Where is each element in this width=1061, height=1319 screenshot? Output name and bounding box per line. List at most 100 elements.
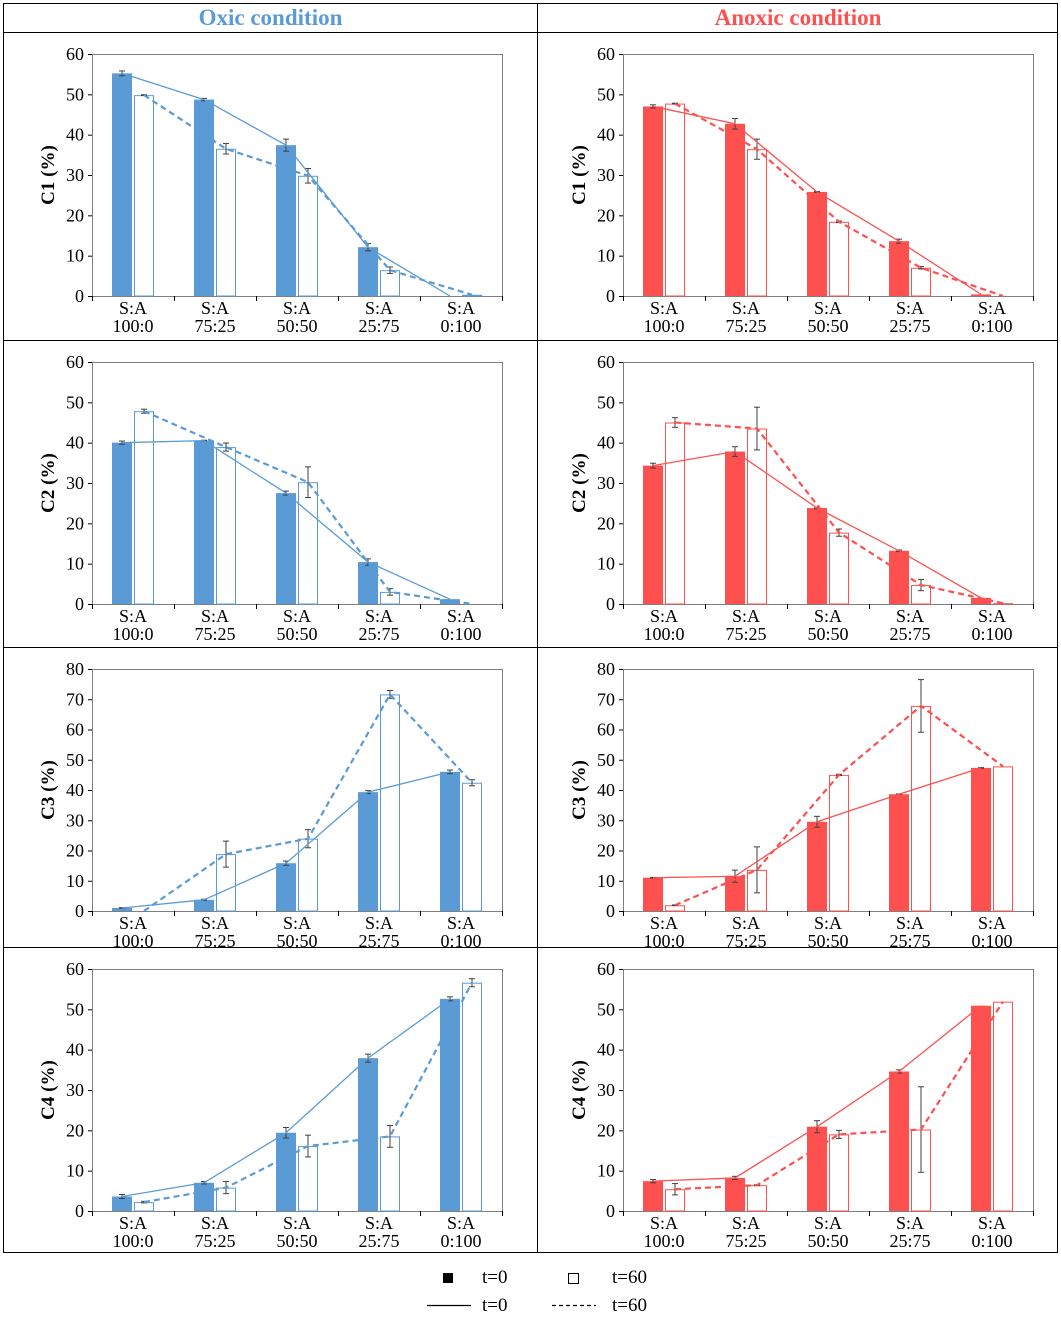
y-tick-label: 60 — [66, 352, 84, 372]
bar-t0 — [112, 73, 132, 296]
bar-t60 — [993, 1001, 1013, 1212]
x-tick-label: S:A 25:75 — [889, 298, 930, 336]
y-tick-label: 40 — [66, 125, 84, 145]
x-tick-label: S:A 0:100 — [971, 913, 1012, 947]
x-tick-label: S:A 0:100 — [440, 606, 481, 644]
y-tick-label: 50 — [597, 392, 615, 412]
plot-area — [623, 54, 1034, 297]
bar-t60 — [216, 148, 236, 297]
bar-t60 — [747, 428, 767, 605]
y-tick-label: 10 — [597, 554, 615, 574]
y-tick-label: 0 — [606, 1201, 615, 1221]
y-tick-label: 10 — [66, 246, 84, 266]
bar-t0 — [358, 1058, 378, 1211]
y-tick-label: 50 — [597, 750, 615, 770]
y-tick-label: 60 — [597, 44, 615, 64]
x-tick-label: S:A 25:75 — [889, 606, 930, 644]
y-tick-label: 30 — [66, 165, 84, 185]
y-axis-label: C4 (%) — [569, 1060, 590, 1120]
y-tick-label: 30 — [597, 165, 615, 185]
bar-t0 — [807, 1126, 827, 1211]
plot-area — [92, 669, 503, 912]
bar-t60 — [298, 175, 318, 297]
legend-label-bar-t0: t=0 — [482, 1267, 508, 1288]
y-tick-label: 20 — [66, 513, 84, 533]
bar-t0 — [276, 493, 296, 604]
y-tick-label: 60 — [66, 44, 84, 64]
y-tick-label: 50 — [66, 392, 84, 412]
x-tick-label: S:A 100:0 — [643, 1213, 684, 1251]
y-tick-label: 0 — [606, 594, 615, 614]
line-t0 — [121, 771, 451, 909]
x-tick-label: S:A 100:0 — [643, 606, 684, 644]
y-tick-label: 50 — [66, 84, 84, 104]
y-tick-label: 20 — [597, 513, 615, 533]
x-tick-label: S:A 100:0 — [112, 913, 153, 947]
chart-svg: 0 10 20 30 40 50 60 C1 (%) S:A 100:0 S:A 75:25 S:A 50… — [38, 44, 503, 336]
panel-anoxic-c3: 0 10 20 30 40 50 60 70 80 C3 (%) S:A 100:0 S:A 75:25 S… — [538, 648, 1058, 947]
x-tick-label: S:A 50:50 — [276, 1213, 317, 1251]
y-tick-label: 30 — [66, 473, 84, 493]
bar-t60 — [462, 782, 482, 912]
y-tick-label: 20 — [597, 205, 615, 225]
bar-t0 — [889, 241, 909, 296]
line-t0 — [121, 72, 451, 297]
y-tick-label: 20 — [597, 1120, 615, 1140]
y-tick-label: 80 — [66, 659, 84, 679]
bar-t60 — [747, 1185, 767, 1212]
line-t60 — [674, 1001, 1004, 1191]
bar-t60 — [829, 221, 849, 297]
bar-t60 — [380, 694, 400, 912]
legend: t=0 t=60 t=0 t=60 — [0, 1262, 1061, 1319]
bar-t60 — [462, 294, 482, 297]
y-tick-label: 30 — [66, 1080, 84, 1100]
bar-t0 — [643, 1181, 663, 1211]
bar-t60 — [911, 267, 931, 297]
y-tick-label: 10 — [66, 554, 84, 574]
legend-swatch-bar-t60 — [568, 1273, 579, 1284]
y-tick-label: 70 — [597, 689, 615, 709]
panel-oxic-c4: 0 10 20 30 40 50 60 C4 (%) S:A 100:0 S:A 75:25 S:A 50… — [4, 948, 537, 1253]
anoxic-condition-header: Anoxic condition — [714, 5, 882, 30]
bar-t0 — [440, 771, 460, 911]
y-axis-label: C1 (%) — [38, 145, 59, 205]
x-tick-label: S:A 0:100 — [440, 298, 481, 336]
bar-t0 — [807, 821, 827, 911]
y-tick-label: 0 — [75, 901, 84, 921]
x-tick-label: S:A 0:100 — [440, 1213, 481, 1251]
bar-t0 — [725, 123, 745, 296]
x-tick-label: S:A 50:50 — [276, 298, 317, 336]
y-tick-label: 0 — [606, 901, 615, 921]
y-tick-label: 10 — [66, 871, 84, 891]
y-axis-label: C1 (%) — [569, 145, 590, 205]
x-tick-label: S:A 100:0 — [112, 606, 153, 644]
x-tick-label: S:A 25:75 — [889, 1213, 930, 1251]
bar-t60 — [462, 982, 482, 1212]
x-tick-label: S:A 75:25 — [725, 606, 766, 644]
x-tick-label: S:A 100:0 — [112, 1213, 153, 1251]
y-tick-label: 0 — [75, 594, 84, 614]
bar-t0 — [807, 508, 827, 604]
line-t0 — [121, 998, 451, 1198]
bar-t60 — [911, 705, 931, 912]
line-t60 — [143, 982, 473, 1204]
bar-t0 — [643, 106, 663, 296]
bar-t0 — [112, 1196, 132, 1211]
bar-t60 — [665, 905, 685, 912]
bar-t0 — [643, 465, 663, 604]
bar-t0 — [971, 597, 991, 604]
y-tick-label: 40 — [66, 433, 84, 453]
bar-t60 — [380, 1136, 400, 1212]
line-t60 — [143, 692, 473, 912]
panel-oxic-c3: 0 10 20 30 40 50 60 70 80 C3 (%) S:A 100:0 S:A 75:25 S… — [4, 648, 537, 947]
x-tick-label: S:A 50:50 — [807, 298, 848, 336]
bar-t60 — [665, 422, 685, 605]
bar-t60 — [298, 482, 318, 605]
plot-area — [92, 362, 503, 605]
y-axis-label: C2 (%) — [569, 453, 590, 513]
y-tick-label: 0 — [606, 286, 615, 306]
x-tick-label: S:A 0:100 — [971, 606, 1012, 644]
y-tick-label: 0 — [75, 286, 84, 306]
x-tick-label: S:A 0:100 — [440, 913, 481, 947]
y-tick-label: 60 — [597, 959, 615, 979]
